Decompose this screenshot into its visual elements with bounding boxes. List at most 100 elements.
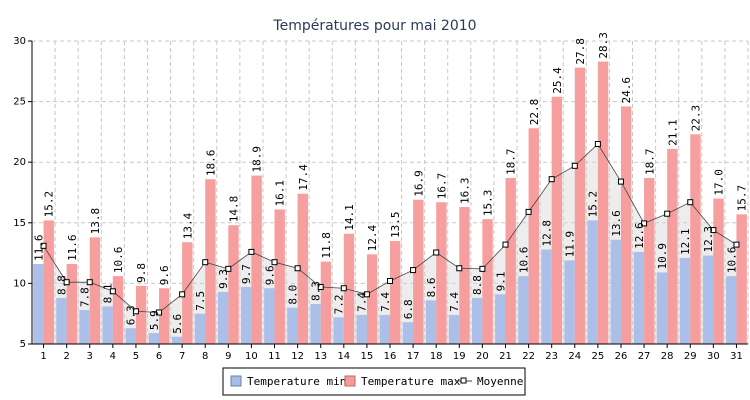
bar-min-23 xyxy=(541,249,552,344)
x-tick-label-19: 19 xyxy=(453,351,466,362)
value-label-max-17: 16.9 xyxy=(412,170,425,197)
bar-max-4 xyxy=(112,276,124,344)
bar-max-26 xyxy=(620,106,632,344)
average-point-23 xyxy=(548,176,555,183)
average-point-26 xyxy=(617,178,624,185)
average-point-7 xyxy=(179,291,186,298)
x-tick-label-29: 29 xyxy=(684,351,697,362)
average-point-6 xyxy=(156,309,163,316)
value-label-min-5: 6.3 xyxy=(125,305,138,325)
y-tick-label-20: 20 xyxy=(13,157,26,168)
value-label-min-20: 8.8 xyxy=(471,275,484,295)
x-tick-label-6: 6 xyxy=(156,351,162,362)
bar-min-4 xyxy=(102,306,113,344)
bar-min-14 xyxy=(333,317,344,344)
average-point-8 xyxy=(202,259,209,266)
bar-min-15 xyxy=(356,314,367,344)
average-point-4 xyxy=(109,288,116,295)
value-label-min-24: 11.9 xyxy=(564,231,577,258)
bar-max-11 xyxy=(274,209,285,344)
bar-min-1 xyxy=(33,264,44,344)
y-tick-label-15: 15 xyxy=(13,218,26,229)
legend-marker-avg xyxy=(460,377,467,384)
bar-max-17 xyxy=(413,199,424,344)
x-tick-label-20: 20 xyxy=(476,351,489,362)
value-label-min-18: 8.6 xyxy=(425,277,438,297)
value-label-max-7: 13.4 xyxy=(181,212,194,239)
average-point-17 xyxy=(410,267,417,274)
bar-min-9 xyxy=(217,291,229,344)
average-area-fill xyxy=(43,144,737,344)
value-label-max-30: 17.0 xyxy=(713,169,726,196)
value-label-max-26: 24.6 xyxy=(620,77,633,104)
average-point-20 xyxy=(479,265,486,272)
value-label-min-13: 8.3 xyxy=(310,281,323,301)
value-label-min-6: 5.9 xyxy=(148,310,161,330)
bar-max-2 xyxy=(66,264,78,344)
bar-min-20 xyxy=(471,297,483,344)
bar-max-6 xyxy=(159,288,170,344)
y-tick-label-5: 5 xyxy=(20,339,26,350)
value-label-min-19: 7.4 xyxy=(448,292,461,312)
x-tick-label-11: 11 xyxy=(268,351,281,362)
x-tick-label-12: 12 xyxy=(291,351,304,362)
x-tick-label-8: 8 xyxy=(202,351,208,362)
value-label-min-22: 10.6 xyxy=(517,247,530,274)
value-label-max-24: 27.8 xyxy=(574,38,587,65)
value-label-min-21: 9.1 xyxy=(494,271,507,291)
bar-max-3 xyxy=(89,237,101,344)
bar-min-19 xyxy=(448,314,460,344)
bar-max-19 xyxy=(459,207,470,344)
legend: Temperature min Temperature max Moyenne xyxy=(222,367,526,396)
bar-max-1 xyxy=(43,220,54,344)
bar-max-12 xyxy=(297,193,309,344)
x-tick-label-28: 28 xyxy=(661,351,674,362)
bar-min-24 xyxy=(564,260,575,344)
average-point-15 xyxy=(363,291,370,298)
value-label-min-27: 12.6 xyxy=(633,222,646,249)
value-label-min-14: 7.2 xyxy=(333,294,346,314)
y-tick-label-25: 25 xyxy=(13,97,26,108)
value-label-max-18: 16.7 xyxy=(435,173,448,200)
x-tick-label-18: 18 xyxy=(430,351,443,362)
bar-max-21 xyxy=(505,177,516,344)
bar-max-27 xyxy=(644,177,655,344)
value-label-max-6: 9.6 xyxy=(158,265,171,285)
value-label-min-26: 13.6 xyxy=(610,210,623,237)
value-label-max-8: 18.6 xyxy=(204,150,217,177)
bar-max-31 xyxy=(736,214,747,344)
bar-min-2 xyxy=(56,297,67,344)
x-tick-label-7: 7 xyxy=(179,351,185,362)
bar-max-28 xyxy=(667,148,678,344)
bar-max-30 xyxy=(713,198,724,344)
value-label-max-28: 21.1 xyxy=(666,119,679,146)
bar-min-11 xyxy=(264,288,275,344)
x-tick-label-15: 15 xyxy=(361,351,374,362)
value-label-min-29: 12.1 xyxy=(679,228,692,255)
x-tick-label-2: 2 xyxy=(63,351,69,362)
average-point-2 xyxy=(63,279,70,286)
average-point-29 xyxy=(687,199,694,206)
legend-label-max: Temperature max xyxy=(361,375,461,388)
average-point-21 xyxy=(502,241,509,248)
value-label-max-5: 9.8 xyxy=(135,263,148,283)
bar-min-27 xyxy=(633,251,645,344)
value-label-min-2: 8.8 xyxy=(55,275,68,295)
average-point-30 xyxy=(710,227,717,234)
value-label-min-31: 10.6 xyxy=(725,247,738,274)
bar-min-17 xyxy=(402,322,414,344)
average-point-13 xyxy=(317,284,324,291)
value-label-min-3: 7.8 xyxy=(79,287,92,307)
bar-min-21 xyxy=(495,294,506,344)
value-labels: 11.6 15.2 8.8 11.6 7.8 13.8 8.1 10.6 6.3 9.8 5.9 9.… xyxy=(32,32,748,334)
bar-max-7 xyxy=(182,242,193,344)
value-label-max-21: 18.7 xyxy=(505,148,518,175)
average-point-9 xyxy=(225,265,232,272)
average-point-18 xyxy=(433,249,440,256)
legend-label-avg: Moyenne xyxy=(477,375,523,388)
bar-min-31 xyxy=(726,276,737,344)
legend-swatch-max xyxy=(344,375,356,387)
x-tick-label-5: 5 xyxy=(133,351,139,362)
value-label-min-25: 15.2 xyxy=(587,191,600,218)
